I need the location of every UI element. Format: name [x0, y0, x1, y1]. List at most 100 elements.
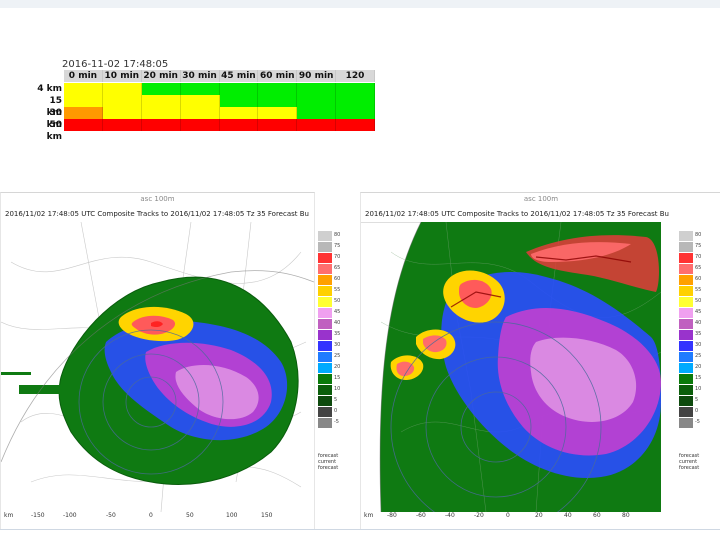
legend-label: 25 [695, 353, 702, 359]
legend-label: 35 [334, 331, 341, 337]
risk-cell [219, 107, 259, 119]
legend-right: 80 75 70 65 60 55 50 45 40 35 30 25 20 15 10 5 0 -5 forec… [679, 231, 702, 471]
risk-row-cells [64, 119, 375, 131]
risk-cell [258, 107, 298, 119]
legend-swatch [679, 363, 693, 373]
legend-swatch [318, 330, 332, 340]
risk-cell [64, 107, 103, 119]
legend-swatch [679, 385, 693, 395]
legend-label: 40 [695, 320, 702, 326]
legend-swatch [318, 396, 332, 406]
risk-row-cells [64, 83, 375, 95]
legend-label: 35 [695, 331, 702, 337]
axis-tick: 20 [535, 512, 543, 519]
legend-label: 5 [695, 397, 699, 403]
risk-row: 4 km [36, 83, 375, 95]
risk-cell [336, 107, 375, 119]
risk-cell [219, 95, 259, 107]
legend-swatch [318, 231, 332, 241]
legend-foot-item: current [318, 459, 337, 465]
legend-label: 55 [695, 287, 702, 293]
risk-row: 30 km [36, 107, 375, 130]
risk-cell [297, 83, 337, 95]
legend-swatch [679, 341, 693, 351]
risk-row-label: 30 km [46, 108, 62, 130]
risk-header-cell: 30 min [181, 70, 220, 82]
radar-map-left[interactable] [1, 222, 314, 512]
legend-swatch [679, 286, 693, 296]
radar-map-right[interactable] [361, 222, 661, 512]
risk-cell [102, 95, 142, 107]
legend-swatch [679, 319, 693, 329]
risk-row: 15 km [36, 95, 375, 118]
legend-swatch [679, 374, 693, 384]
axis-tick: 150 [261, 512, 273, 519]
legend-swatch [318, 374, 332, 384]
legend-label: 20 [334, 364, 341, 370]
radar-panel-right: asc 100m 2016/11/02 17:48:05 UTC Composi… [360, 192, 720, 530]
risk-cell [180, 119, 220, 131]
legend-left: 80 75 70 65 60 55 50 45 40 35 30 25 20 15 10 5 0 -5 forec… [318, 231, 341, 471]
legend-swatch [318, 297, 332, 307]
legend-label: 5 [334, 397, 338, 403]
legend-swatch [318, 275, 332, 285]
risk-cell [141, 119, 181, 131]
legend-swatch [679, 330, 693, 340]
legend-swatch [679, 308, 693, 318]
legend-label: 70 [695, 254, 702, 260]
legend-foot-item: forecast [679, 465, 700, 471]
risk-header-cell: 45 min [220, 70, 259, 82]
risk-header: 0 min 10 min 20 min 30 min 45 min 60 min… [64, 70, 375, 93]
risk-header-cell: 20 min [142, 70, 181, 82]
legend-label: 0 [334, 408, 338, 414]
legend-label: 0 [695, 408, 699, 414]
axis-tick: -40 [445, 512, 455, 519]
risk-cell [258, 95, 298, 107]
legend-swatch [318, 308, 332, 318]
risk-row-label: 50 km [46, 120, 62, 142]
bottom-divider [0, 529, 720, 530]
risk-row-cells [64, 107, 375, 119]
legend-label: 30 [695, 342, 702, 348]
radar-title: asc 100m [523, 195, 559, 203]
legend-label: 80 [334, 232, 341, 238]
legend-label: 25 [334, 353, 341, 359]
axis-tick: 100 [226, 512, 238, 519]
legend-label: 70 [334, 254, 341, 260]
legend-foot: forecast current forecast [679, 453, 719, 471]
risk-cell [141, 107, 181, 119]
radar-subtitle: 2016/11/02 17:48:05 UTC Composite Tracks… [365, 210, 669, 218]
risk-cell [258, 83, 298, 95]
legend-foot-item: current [679, 459, 698, 465]
legend-swatch [679, 352, 693, 362]
legend-label: 20 [695, 364, 702, 370]
legend-label: 80 [695, 232, 702, 238]
legend-swatch [679, 231, 693, 241]
risk-cell [180, 107, 220, 119]
legend-swatch [318, 407, 332, 417]
legend-label: 55 [334, 287, 341, 293]
legend-foot-item: forecast [679, 453, 700, 459]
risk-table: 2016-11-02 17:48:05 0 min 10 min 20 min … [36, 56, 375, 142]
legend-label: -5 [695, 419, 700, 425]
risk-row: 50 km [36, 119, 375, 142]
axis-tick: 40 [564, 512, 572, 519]
risk-cell [64, 95, 103, 107]
legend-label: 50 [334, 298, 341, 304]
legend-swatch [679, 396, 693, 406]
risk-header-cell: 0 min [64, 70, 103, 82]
legend-label: 45 [695, 309, 702, 315]
top-strip [0, 0, 720, 8]
legend-swatch [679, 407, 693, 417]
axis-tick: -80 [387, 512, 397, 519]
risk-header-cell: 10 min [103, 70, 142, 82]
legend-label: 65 [695, 265, 702, 271]
legend-foot-item: forecast [318, 453, 339, 459]
legend-label: 40 [334, 320, 341, 326]
legend-swatch [318, 341, 332, 351]
legend-swatch [679, 418, 693, 428]
risk-header-cell: 120 min [336, 70, 375, 93]
legend-label: 10 [334, 386, 341, 392]
legend-label: 15 [695, 375, 702, 381]
risk-cell [297, 119, 337, 131]
